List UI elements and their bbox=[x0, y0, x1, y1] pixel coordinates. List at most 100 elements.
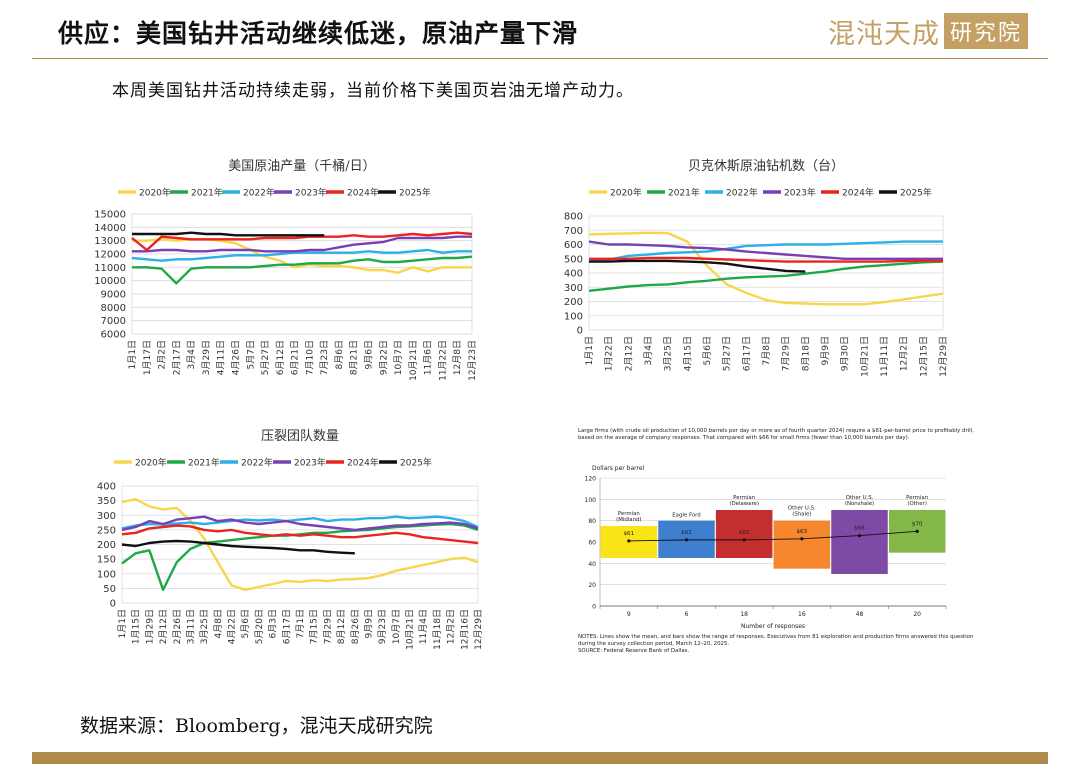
category-label: Permian bbox=[618, 511, 640, 517]
x-tick-label: 7月29日 bbox=[781, 336, 792, 371]
x-tick-label: 10月7日 bbox=[393, 340, 404, 375]
x-axis-title: Number of responses bbox=[741, 623, 805, 630]
y-tick-label: 150 bbox=[97, 555, 116, 566]
x-tick-label: 1月15日 bbox=[131, 609, 142, 644]
range-bar bbox=[773, 520, 831, 569]
legend-label: 2025年 bbox=[400, 457, 432, 469]
x-tick-label: 5月20日 bbox=[254, 609, 265, 644]
series-line-2023 bbox=[588, 240, 943, 261]
x-tick-label: 1月1日 bbox=[584, 336, 595, 365]
response-count: 18 bbox=[740, 611, 748, 618]
y-tick-label: 11000 bbox=[94, 263, 126, 274]
chart-title: 压裂团队数量 bbox=[261, 429, 339, 444]
brand-logo: 混沌天成 研究院 bbox=[828, 12, 1028, 50]
legend-label: 2025年 bbox=[900, 187, 932, 199]
x-tick-label: 6月17日 bbox=[741, 336, 752, 371]
mean-point bbox=[915, 529, 919, 533]
y-tick-label: 6000 bbox=[101, 330, 126, 341]
dallas-source: SOURCE: Federal Reserve Bank of Dallas. bbox=[578, 648, 690, 654]
production-chart: 美国原油产量（千桶/日） 2020年 2021年 2022年 2023年 2024年 202… bbox=[94, 159, 478, 381]
legend-label: 2022年 bbox=[243, 187, 275, 199]
x-tick-label: 4月8日 bbox=[213, 609, 224, 638]
mean-point bbox=[800, 537, 804, 541]
y-tick-label: 7000 bbox=[101, 316, 126, 327]
series-line-2020 bbox=[588, 231, 944, 306]
series-line-2022 bbox=[121, 515, 479, 530]
series-line-2020 bbox=[121, 497, 479, 592]
x-tick-label: 6月21日 bbox=[290, 340, 301, 375]
x-tick-label: 3月4日 bbox=[643, 336, 654, 365]
series-line-2023 bbox=[132, 235, 472, 253]
x-tick-label: 6月3日 bbox=[268, 609, 279, 638]
legend-label: 2021年 bbox=[668, 187, 700, 199]
y-tick-label: 60 bbox=[588, 540, 596, 547]
x-tick-label: 1月1日 bbox=[127, 340, 138, 369]
y-tick-label: 400 bbox=[564, 269, 583, 280]
dallas-note: NOTES: Lines show the mean, and bars sho… bbox=[578, 634, 974, 647]
legend-label: 2023年 bbox=[784, 187, 816, 199]
x-tick-label: 7月15日 bbox=[309, 609, 320, 644]
y-tick-label: 700 bbox=[564, 226, 583, 237]
response-count: 20 bbox=[913, 611, 921, 618]
category-label: (Midland) bbox=[616, 517, 641, 523]
x-tick-label: 5月6日 bbox=[702, 336, 713, 365]
mean-point bbox=[857, 534, 862, 538]
breakeven-price-chart: Dollars per barrel 0 20 40 60 80 100 120 Permian… bbox=[585, 465, 947, 630]
x-tick-label: 5月27日 bbox=[260, 340, 271, 375]
header-divider bbox=[32, 58, 1048, 59]
legend-label: 2024年 bbox=[842, 187, 874, 199]
y-tick-label: 800 bbox=[564, 212, 583, 223]
x-tick-label: 11月18日 bbox=[432, 609, 443, 650]
category-label: Other U.S. bbox=[846, 495, 874, 501]
y-tick-label: 0 bbox=[592, 604, 596, 611]
x-tick-label: 6月12日 bbox=[275, 340, 286, 375]
x-tick-label: 12月2日 bbox=[899, 336, 910, 371]
series-line-2025 bbox=[121, 539, 355, 555]
mean-point bbox=[627, 539, 631, 543]
category-label: Other U.S. bbox=[788, 506, 816, 512]
y-tick-label: 200 bbox=[97, 540, 116, 551]
series-line-2024 bbox=[131, 231, 473, 252]
x-tick-label: 10月21日 bbox=[405, 609, 416, 650]
x-tick-label: 8月12日 bbox=[336, 609, 347, 644]
response-count: 48 bbox=[856, 611, 864, 618]
legend-label: 2021年 bbox=[191, 187, 223, 199]
x-tick-label: 8月21日 bbox=[349, 340, 360, 375]
y-tick-label: 0 bbox=[110, 599, 116, 610]
x-tick-label: 12月16日 bbox=[459, 609, 470, 650]
x-tick-label: 2月12日 bbox=[623, 336, 634, 371]
x-tick-label: 11月11日 bbox=[879, 336, 890, 377]
mean-line bbox=[628, 530, 918, 542]
range-bar bbox=[715, 510, 773, 558]
mean-label: $62 bbox=[739, 530, 750, 536]
x-tick-label: 4月22日 bbox=[227, 609, 238, 644]
x-tick-label: 9月6日 bbox=[364, 340, 375, 369]
x-tick-label: 9月9日 bbox=[363, 609, 374, 638]
x-tick-label: 9月22日 bbox=[378, 340, 389, 375]
x-tick-label: 9月30日 bbox=[840, 336, 851, 371]
legend-label: 2023年 bbox=[295, 187, 327, 199]
y-tick-label: 12000 bbox=[94, 250, 126, 261]
legend-label: 2020年 bbox=[610, 187, 642, 199]
y-tick-label: 80 bbox=[588, 518, 596, 525]
x-tick-label: 7月23日 bbox=[319, 340, 330, 375]
y-tick-label: 13000 bbox=[94, 236, 126, 247]
y-tick-label: 600 bbox=[564, 240, 583, 251]
x-tick-label: 7月29日 bbox=[322, 609, 333, 644]
x-tick-label: 2月12日 bbox=[158, 609, 169, 644]
series-line-2021 bbox=[132, 255, 473, 285]
series-line-2023 bbox=[121, 515, 479, 532]
x-tick-label: 10月21日 bbox=[408, 340, 419, 381]
mean-label: $70 bbox=[912, 521, 923, 527]
x-tick-label: 5月27日 bbox=[722, 336, 733, 371]
x-tick-label: 2月17日 bbox=[171, 340, 182, 375]
x-tick-label: 1月1日 bbox=[117, 609, 128, 638]
legend-label: 2022年 bbox=[726, 187, 758, 199]
x-tick-label: 7月8日 bbox=[761, 336, 772, 365]
legend-label: 2024年 bbox=[347, 187, 379, 199]
response-count: 6 bbox=[685, 611, 689, 618]
y-tick-label: 200 bbox=[564, 297, 583, 308]
x-tick-label: 11月4日 bbox=[418, 609, 429, 644]
series-line-2024 bbox=[121, 524, 479, 545]
range-bar bbox=[831, 510, 888, 574]
